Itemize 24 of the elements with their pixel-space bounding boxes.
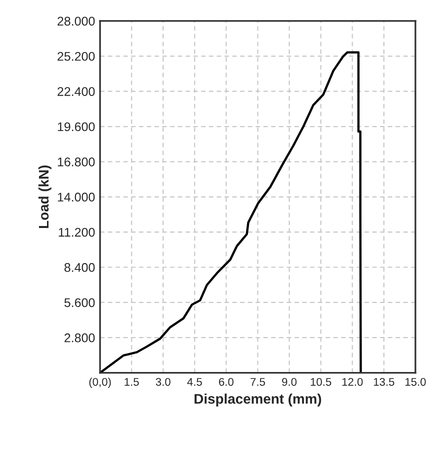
y-tick-label: 8.400 <box>64 263 95 272</box>
x-tick-label: (0,0) <box>89 378 111 388</box>
x-axis-title: Displacement (mm) <box>194 394 322 407</box>
x-tick-label: 3.0 <box>156 378 170 386</box>
y-tick-label: 14.000 <box>58 192 95 202</box>
y-tick-label: 11.200 <box>58 228 95 237</box>
x-tick-label: 15.0 <box>405 378 426 386</box>
y-tick-label: 25.200 <box>58 52 95 61</box>
x-tick-label: 10.5 <box>310 378 332 386</box>
x-tick-label: 7.5 <box>250 378 265 386</box>
y-tick-label: 28.000 <box>58 16 95 26</box>
y-tick-label: 5.600 <box>64 298 95 308</box>
x-tick-label: 13.5 <box>374 378 394 386</box>
x-tick-label: 4.5 <box>187 378 202 386</box>
y-tick-label: 19.600 <box>58 122 95 132</box>
line-series <box>100 51 362 373</box>
y-axis-title: Load (kN) <box>38 166 52 228</box>
y-tick-label: 2.800 <box>64 333 95 342</box>
x-tick-label: 12.0 <box>342 378 363 386</box>
y-tick-label: 16.800 <box>58 158 95 166</box>
y-tick-label: 22.400 <box>58 87 95 96</box>
x-tick-label: 1.5 <box>124 378 139 386</box>
x-tick-label: 9.0 <box>282 378 297 386</box>
x-tick-label: 6.0 <box>219 378 234 386</box>
